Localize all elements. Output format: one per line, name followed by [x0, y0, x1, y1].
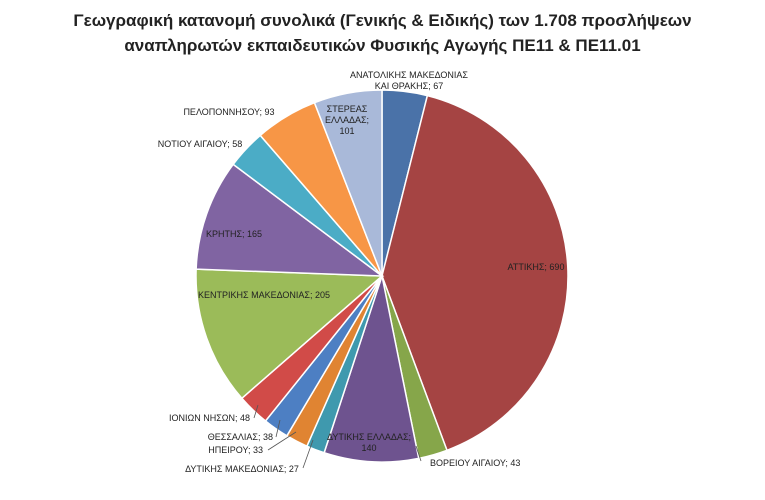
slice-label-ανατολικης-μακεδονιας-και-θρακης: ΑΝΑΤΟΛΙΚΗΣ ΜΑΚΕΔΟΝΙΑΣ ΚΑΙ ΘΡΑΚΗΣ; 67	[350, 70, 468, 91]
slice-label-line: ΝΟΤΙΟΥ ΑΙΓΑΙΟΥ; 58	[158, 139, 242, 149]
slice-label-line: ΚΡΗΤΗΣ; 165	[206, 229, 262, 239]
slice-label-κεντρικης-μακεδονιας: ΚΕΝΤΡΙΚΗΣ ΜΑΚΕΔΟΝΙΑΣ; 205	[198, 290, 330, 300]
pie-slice-κεντρικης-μακεδονιας	[195, 268, 384, 400]
slice-label-line: ΘΕΣΣΑΛΙΑΣ; 38	[208, 432, 273, 442]
pie-slice-αττικης	[381, 94, 569, 452]
slice-label-κρητης: ΚΡΗΤΗΣ; 165	[206, 229, 262, 239]
slice-label-στερεας-ελλαδας: ΣΤΕΡΕΑΣ ΕΛΛΑΔΑΣ; 101	[325, 104, 369, 136]
slice-label-line: ΣΤΕΡΕΑΣ	[327, 104, 368, 114]
slice-label-δυτικης-ελλαδας: ΔΥΤΙΚΗΣ ΕΛΛΑΔΑΣ; 140	[327, 432, 411, 453]
leader-lines	[253, 404, 422, 469]
slice-label-line: ΚΑΙ ΘΡΑΚΗΣ; 67	[375, 81, 443, 91]
slice-label-line: ΒΟΡΕΙΟΥ ΑΙΓΑΙΟΥ; 43	[430, 458, 520, 468]
slice-label-line: ΠΕΛΟΠΟΝΝΗΣΟΥ; 93	[183, 107, 274, 117]
slice-label-line: ΗΠΕΙΡΟΥ; 33	[208, 445, 263, 455]
leader-line-βορειου-αιγαιου	[415, 445, 422, 462]
slice-label-line: ΙΟΝΙΩΝ ΝΗΣΩΝ; 48	[169, 413, 250, 423]
slice-label-δυτικης-μακεδονιας: ΔΥΤΙΚΗΣ ΜΑΚΕΔΟΝΙΑΣ; 27	[185, 464, 299, 474]
slice-label-line: ΔΥΤΙΚΗΣ ΜΑΚΕΔΟΝΙΑΣ; 27	[185, 464, 299, 474]
chart-title: Γεωγραφική κατανομή συνολικά (Γενικής & …	[0, 8, 765, 58]
leader-line-ιονιων-νησων	[253, 404, 259, 419]
leader-line-θεσσαλιας	[275, 419, 281, 438]
pie-slice-δυτικης-ελλαδας	[323, 273, 420, 463]
slice-label-line: ΔΥΤΙΚΗΣ ΕΛΛΑΔΑΣ;	[327, 432, 411, 442]
slice-label-line: ΑΝΑΤΟΛΙΚΗΣ ΜΑΚΕΔΟΝΙΑΣ	[350, 70, 468, 80]
slice-label-βορειου-αιγαιου: ΒΟΡΕΙΟΥ ΑΙΓΑΙΟΥ; 43	[430, 458, 520, 468]
slice-label-αττικης: ΑΤΤΙΚΗΣ; 690	[508, 262, 565, 272]
slice-label-line: 101	[339, 126, 354, 136]
slice-label-line: 140	[361, 443, 376, 453]
slice-labels: ΑΝΑΤΟΛΙΚΗΣ ΜΑΚΕΔΟΝΙΑΣ ΚΑΙ ΘΡΑΚΗΣ; 67 ΑΤΤΙΚ…	[158, 70, 565, 474]
chart-title-line-1: Γεωγραφική κατανομή συνολικά (Γενικής & …	[73, 11, 692, 30]
slice-label-θεσσαλιας: ΘΕΣΣΑΛΙΑΣ; 38	[208, 432, 273, 442]
slice-label-line: ΕΛΛΑΔΑΣ;	[325, 115, 369, 125]
chart-title-line-2: αναπληρωτών εκπαιδευτικών Φυσικής Αγωγής…	[124, 36, 641, 55]
pie-slice-κρητης	[195, 163, 385, 277]
slice-label-line: ΑΤΤΙΚΗΣ; 690	[508, 262, 565, 272]
pie-slices	[195, 89, 569, 463]
leader-line-δυτικης-μακεδονιας	[302, 439, 314, 469]
slice-label-νοτιου-αιγαιου: ΝΟΤΙΟΥ ΑΙΓΑΙΟΥ; 58	[158, 139, 242, 149]
slice-label-ιονιων-νησων: ΙΟΝΙΩΝ ΝΗΣΩΝ; 48	[169, 413, 250, 423]
leader-line-ηπειρου	[267, 431, 297, 451]
slice-label-ηπειρου: ΗΠΕΙΡΟΥ; 33	[208, 445, 263, 455]
slice-label-πελοποννησου: ΠΕΛΟΠΟΝΝΗΣΟΥ; 93	[183, 107, 274, 117]
slice-label-line: ΚΕΝΤΡΙΚΗΣ ΜΑΚΕΔΟΝΙΑΣ; 205	[198, 290, 330, 300]
pie-slice-στερεας-ελλαδας	[313, 89, 383, 277]
